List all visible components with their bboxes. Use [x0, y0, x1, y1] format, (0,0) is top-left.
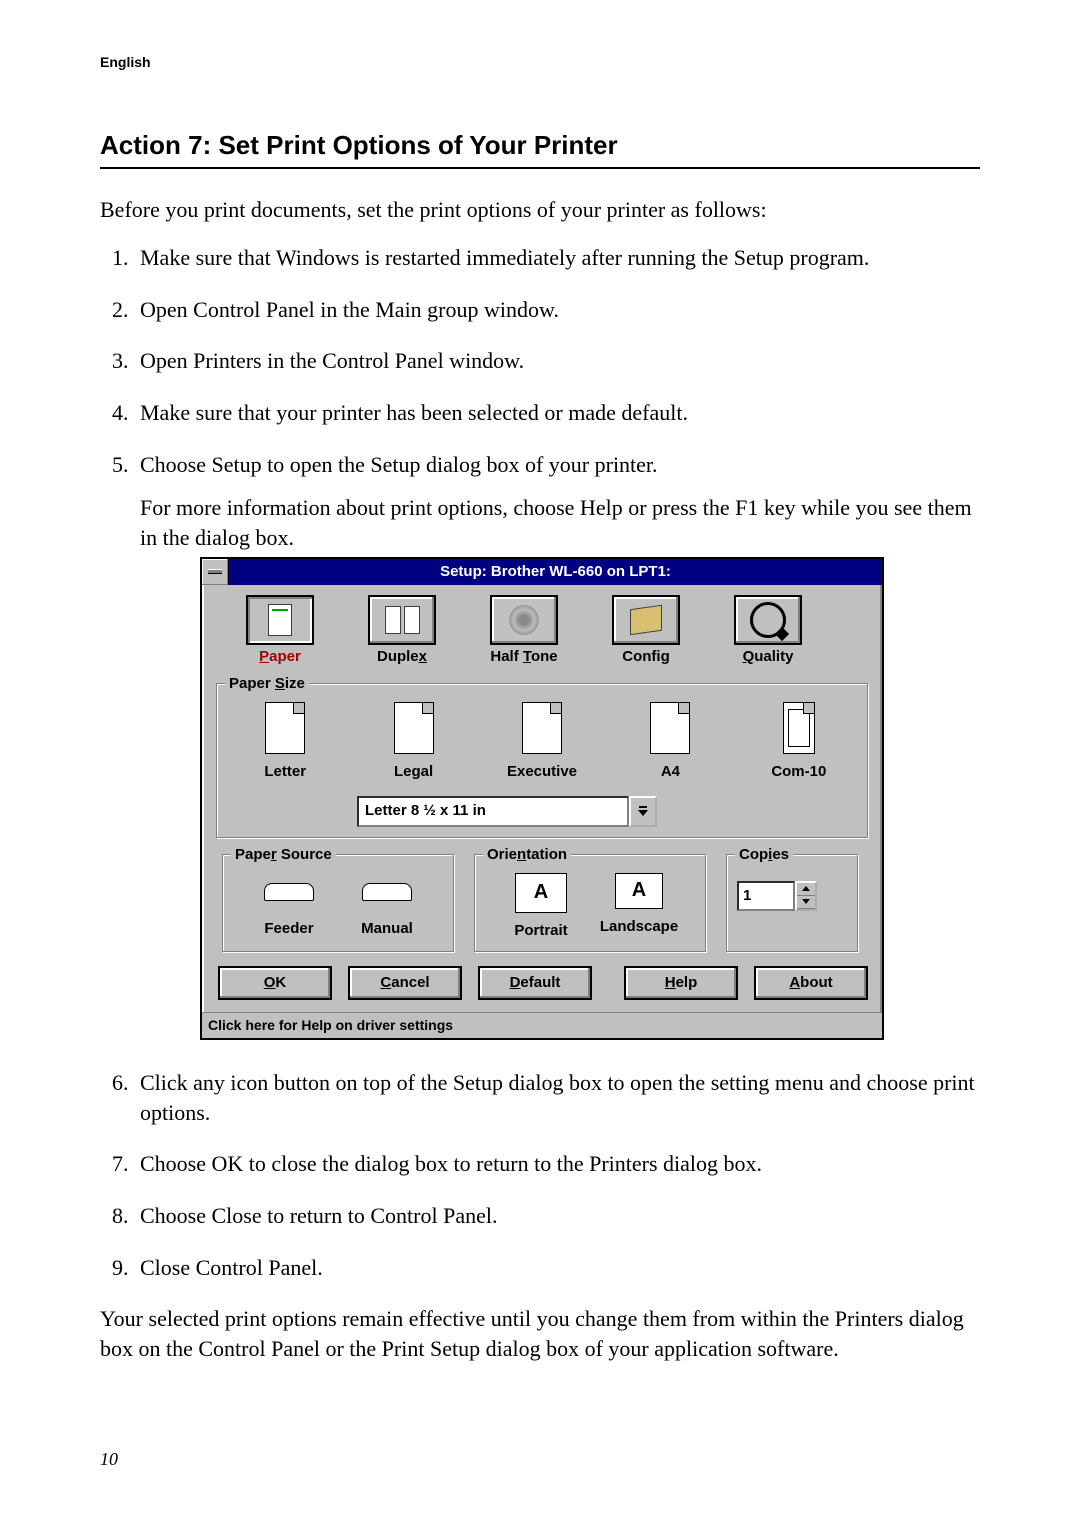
group-paper-source: Paper Source Feeder Manual: [222, 854, 454, 952]
step-1: Make sure that Windows is restarted imme…: [134, 243, 980, 273]
feeder-icon: [264, 873, 314, 911]
size-legal[interactable]: Legal: [369, 702, 457, 782]
about-button[interactable]: About: [754, 966, 868, 1000]
size-com10[interactable]: Com-10: [755, 702, 843, 782]
copies-spinner[interactable]: [795, 881, 817, 911]
step-9: Close Control Panel.: [134, 1253, 980, 1283]
paper-size-combo[interactable]: Letter 8 ½ x 11 in: [357, 796, 657, 826]
step-5: Choose Setup to open the Setup dialog bo…: [134, 450, 980, 1040]
spin-down-icon[interactable]: [797, 896, 815, 909]
orientation-landscape[interactable]: ALandscape: [599, 873, 679, 941]
ok-button[interactable]: OK: [218, 966, 332, 1000]
page-title: Action 7: Set Print Options of Your Prin…: [100, 130, 980, 169]
size-a4[interactable]: A4: [626, 702, 714, 782]
orientation-portrait[interactable]: APortrait: [501, 873, 581, 941]
setup-dialog: Setup: Brother WL-660 on LPT1: Paper Dup…: [200, 557, 884, 1040]
step-2: Open Control Panel in the Main group win…: [134, 295, 980, 325]
tab-halftone[interactable]: Half Tone: [474, 595, 574, 667]
paper-size-value: Letter 8 ½ x 11 in: [357, 796, 629, 826]
tab-quality[interactable]: Quality: [718, 595, 818, 667]
system-menu-icon[interactable]: [202, 559, 229, 585]
group-orientation: Orientation APortrait ALandscape: [474, 854, 706, 952]
tab-paper[interactable]: Paper: [230, 595, 330, 667]
step-8: Choose Close to return to Control Panel.: [134, 1201, 980, 1231]
tab-config[interactable]: Config: [596, 595, 696, 667]
step-3: Open Printers in the Control Panel windo…: [134, 346, 980, 376]
portrait-icon: A: [515, 873, 567, 913]
chevron-down-icon[interactable]: [629, 796, 657, 826]
cancel-button[interactable]: Cancel: [348, 966, 462, 1000]
paper-icon: [246, 595, 314, 645]
status-bar[interactable]: Click here for Help on driver settings: [202, 1012, 882, 1038]
step-7: Choose OK to close the dialog box to ret…: [134, 1149, 980, 1179]
closing-text: Your selected print options remain effec…: [100, 1304, 980, 1363]
help-button[interactable]: Help: [624, 966, 738, 1000]
step-5-text: Choose Setup to open the Setup dialog bo…: [140, 452, 658, 477]
source-manual[interactable]: Manual: [347, 873, 427, 939]
tab-duplex[interactable]: Duplex: [352, 595, 452, 667]
source-feeder[interactable]: Feeder: [249, 873, 329, 939]
default-button[interactable]: Default: [478, 966, 592, 1000]
manual-icon: [362, 873, 412, 911]
intro-text: Before you print documents, set the prin…: [100, 197, 980, 223]
spin-up-icon[interactable]: [797, 883, 815, 896]
group-paper-size: Paper Size Letter Legal Executive A4 Com…: [216, 683, 868, 838]
step-4: Make sure that your printer has been sel…: [134, 398, 980, 428]
halftone-icon: [490, 595, 558, 645]
dialog-title: Setup: Brother WL-660 on LPT1:: [229, 559, 882, 585]
size-letter[interactable]: Letter: [241, 702, 329, 782]
language-label: English: [100, 54, 980, 70]
config-icon: [612, 595, 680, 645]
duplex-icon: [368, 595, 436, 645]
size-executive[interactable]: Executive: [498, 702, 586, 782]
landscape-icon: A: [615, 873, 663, 909]
page-number: 10: [100, 1449, 118, 1470]
quality-icon: [734, 595, 802, 645]
step-6: Click any icon button on top of the Setu…: [134, 1068, 980, 1127]
step-5-subtext: For more information about print options…: [140, 493, 980, 552]
group-copies: Copies 1: [726, 854, 858, 952]
copies-input[interactable]: 1: [737, 881, 795, 911]
